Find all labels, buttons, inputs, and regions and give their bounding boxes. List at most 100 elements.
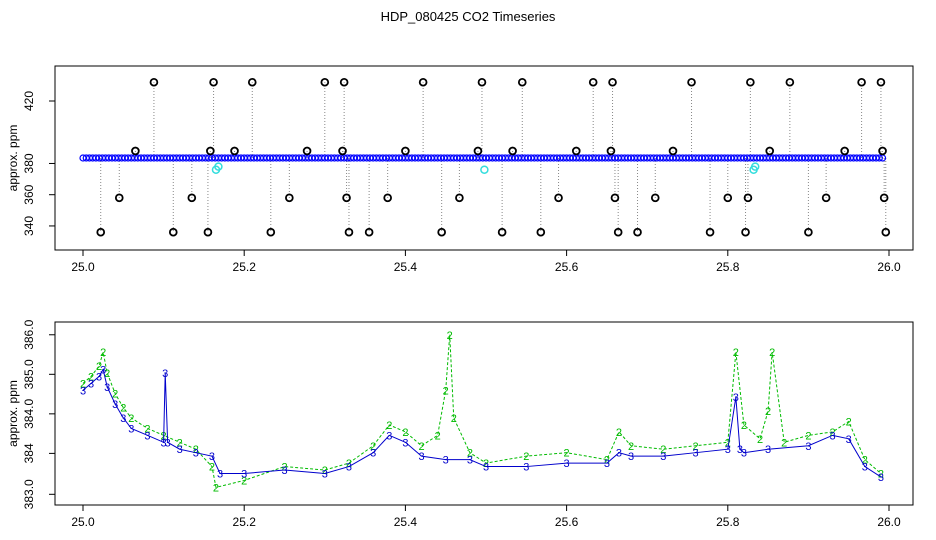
outlier-point <box>508 146 517 156</box>
series-3-marker: 3 <box>725 444 731 456</box>
panel-2: 25.0 25.2 25.4 25.6 25.8 26.0 383.0 384 384.0 385… <box>6 319 914 529</box>
outlier-point <box>339 77 349 87</box>
outlier-point <box>168 227 178 237</box>
series-2-marker: 2 <box>80 378 86 390</box>
series-2-marker: 2 <box>483 458 489 470</box>
series-2-marker: 2 <box>418 441 424 453</box>
outlier-point <box>206 146 215 156</box>
x-tick-label: 26.0 <box>877 260 901 274</box>
series-2-marker: 2 <box>467 448 473 460</box>
outlier-point <box>876 77 886 87</box>
outlier-point <box>633 227 642 237</box>
series-3-marker: 3 <box>144 430 150 442</box>
outlier-point <box>342 193 351 203</box>
series-3-marker: 3 <box>765 444 771 456</box>
series-3-marker: 3 <box>88 378 94 390</box>
series-3-marker: 3 <box>346 462 352 474</box>
series-2-marker: 2 <box>765 406 771 418</box>
x-tick-label: 25.6 <box>555 515 579 529</box>
series-2-marker: 2 <box>604 455 610 467</box>
series-3-marker: 3 <box>737 444 743 456</box>
series-2-marker: 2 <box>104 368 110 380</box>
cyan-point <box>214 162 223 171</box>
outlier-point <box>437 227 446 237</box>
series-2-marker: 2 <box>241 475 247 487</box>
outlier-point <box>247 77 257 87</box>
series-3-marker: 3 <box>104 382 110 394</box>
outlier-point <box>723 193 733 203</box>
series-2-marker: 2 <box>878 468 884 480</box>
y-tick-label: 420 <box>22 91 36 111</box>
outlier-point <box>571 146 581 156</box>
outlier-point <box>705 227 715 237</box>
outlier-point <box>364 227 374 237</box>
series-2-marker: 2 <box>769 347 775 359</box>
y-tick-label: 384.0 <box>22 399 36 429</box>
series-3-marker: 3 <box>878 472 884 484</box>
series-3-marker: 3 <box>418 451 424 463</box>
series-3-marker: 3 <box>128 423 134 435</box>
outlier-point <box>285 193 294 203</box>
y-tick-label: 380 <box>22 153 36 173</box>
series-3-marker: 3 <box>483 462 489 474</box>
series-3-marker: 3 <box>120 413 126 425</box>
cyan-point <box>480 165 489 174</box>
series-3-marker: 3 <box>209 451 215 463</box>
x-tick-label: 25.0 <box>71 260 95 274</box>
outlier-point <box>209 77 218 87</box>
series-3-marker: 3 <box>322 468 328 480</box>
outlier-point <box>149 77 159 87</box>
outlier-point <box>203 227 213 237</box>
series-3-marker: 3 <box>193 448 199 460</box>
series-3-marker: 3 <box>443 455 449 467</box>
outlier-point <box>840 146 849 156</box>
y-axis-label: approx. ppm <box>6 125 20 192</box>
outlier-point <box>804 227 813 237</box>
series-3-marker: 3 <box>741 448 747 460</box>
series-3-marker: 3 <box>616 448 622 460</box>
outlier-point <box>608 77 617 87</box>
series-3-marker: 3 <box>177 444 183 456</box>
series-3-marker: 3 <box>100 364 106 376</box>
outlier-point <box>588 77 598 87</box>
y-tick-label: 360 <box>22 184 36 204</box>
outlier-point <box>650 193 660 203</box>
outlier-point <box>765 146 775 156</box>
series-2-marker: 2 <box>523 451 529 463</box>
series-3-marker: 3 <box>660 451 666 463</box>
series-line-3 <box>82 368 882 478</box>
series-2-marker: 2 <box>435 430 441 442</box>
outlier-point <box>613 227 623 237</box>
outlier-point <box>455 193 464 203</box>
series-3-marker: 3 <box>161 437 167 449</box>
outlier-point <box>881 227 891 237</box>
plot-frame <box>54 65 914 251</box>
baseline-point <box>875 154 883 162</box>
series-2-marker: 2 <box>846 416 852 428</box>
outlier-point <box>746 77 755 87</box>
series-2-marker: 2 <box>628 441 634 453</box>
outlier-point <box>338 146 347 156</box>
series-3-marker: 3 <box>241 468 247 480</box>
series-2-marker: 2 <box>112 389 118 401</box>
series-3-marker: 3 <box>370 448 376 460</box>
outlier-point <box>878 146 887 156</box>
series-2-marker: 2 <box>741 420 747 432</box>
x-tick-label: 26.0 <box>877 515 901 529</box>
series-2-marker: 2 <box>805 430 811 442</box>
x-tick-label: 25.8 <box>716 260 740 274</box>
series-3-marker: 3 <box>402 437 408 449</box>
outlier-point <box>785 77 795 87</box>
x-tick-label: 25.4 <box>394 515 418 529</box>
outlier-point <box>606 146 616 156</box>
x-tick-label: 25.0 <box>71 515 95 529</box>
plot-frame <box>54 321 914 506</box>
outlier-point <box>401 146 410 156</box>
series-2-marker: 2 <box>564 448 570 460</box>
series-3-marker: 3 <box>217 468 223 480</box>
outlier-point <box>497 227 507 237</box>
outlier-point <box>131 146 140 156</box>
outlier-point <box>687 77 696 87</box>
x-tick-label: 25.8 <box>716 515 740 529</box>
